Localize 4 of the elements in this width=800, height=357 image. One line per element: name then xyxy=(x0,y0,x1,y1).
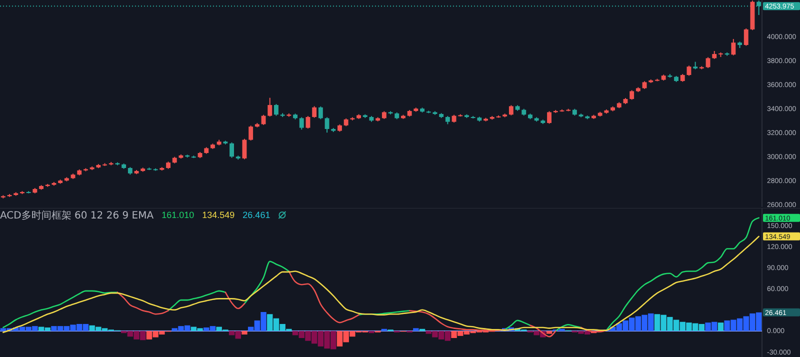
chart-title: ACD多时间框架 60 12 26 9 EMA xyxy=(0,210,154,222)
annotation: 161.010 xyxy=(162,210,194,220)
annotation: 134.549 xyxy=(202,210,235,220)
annotation: 26.461 xyxy=(242,210,270,220)
